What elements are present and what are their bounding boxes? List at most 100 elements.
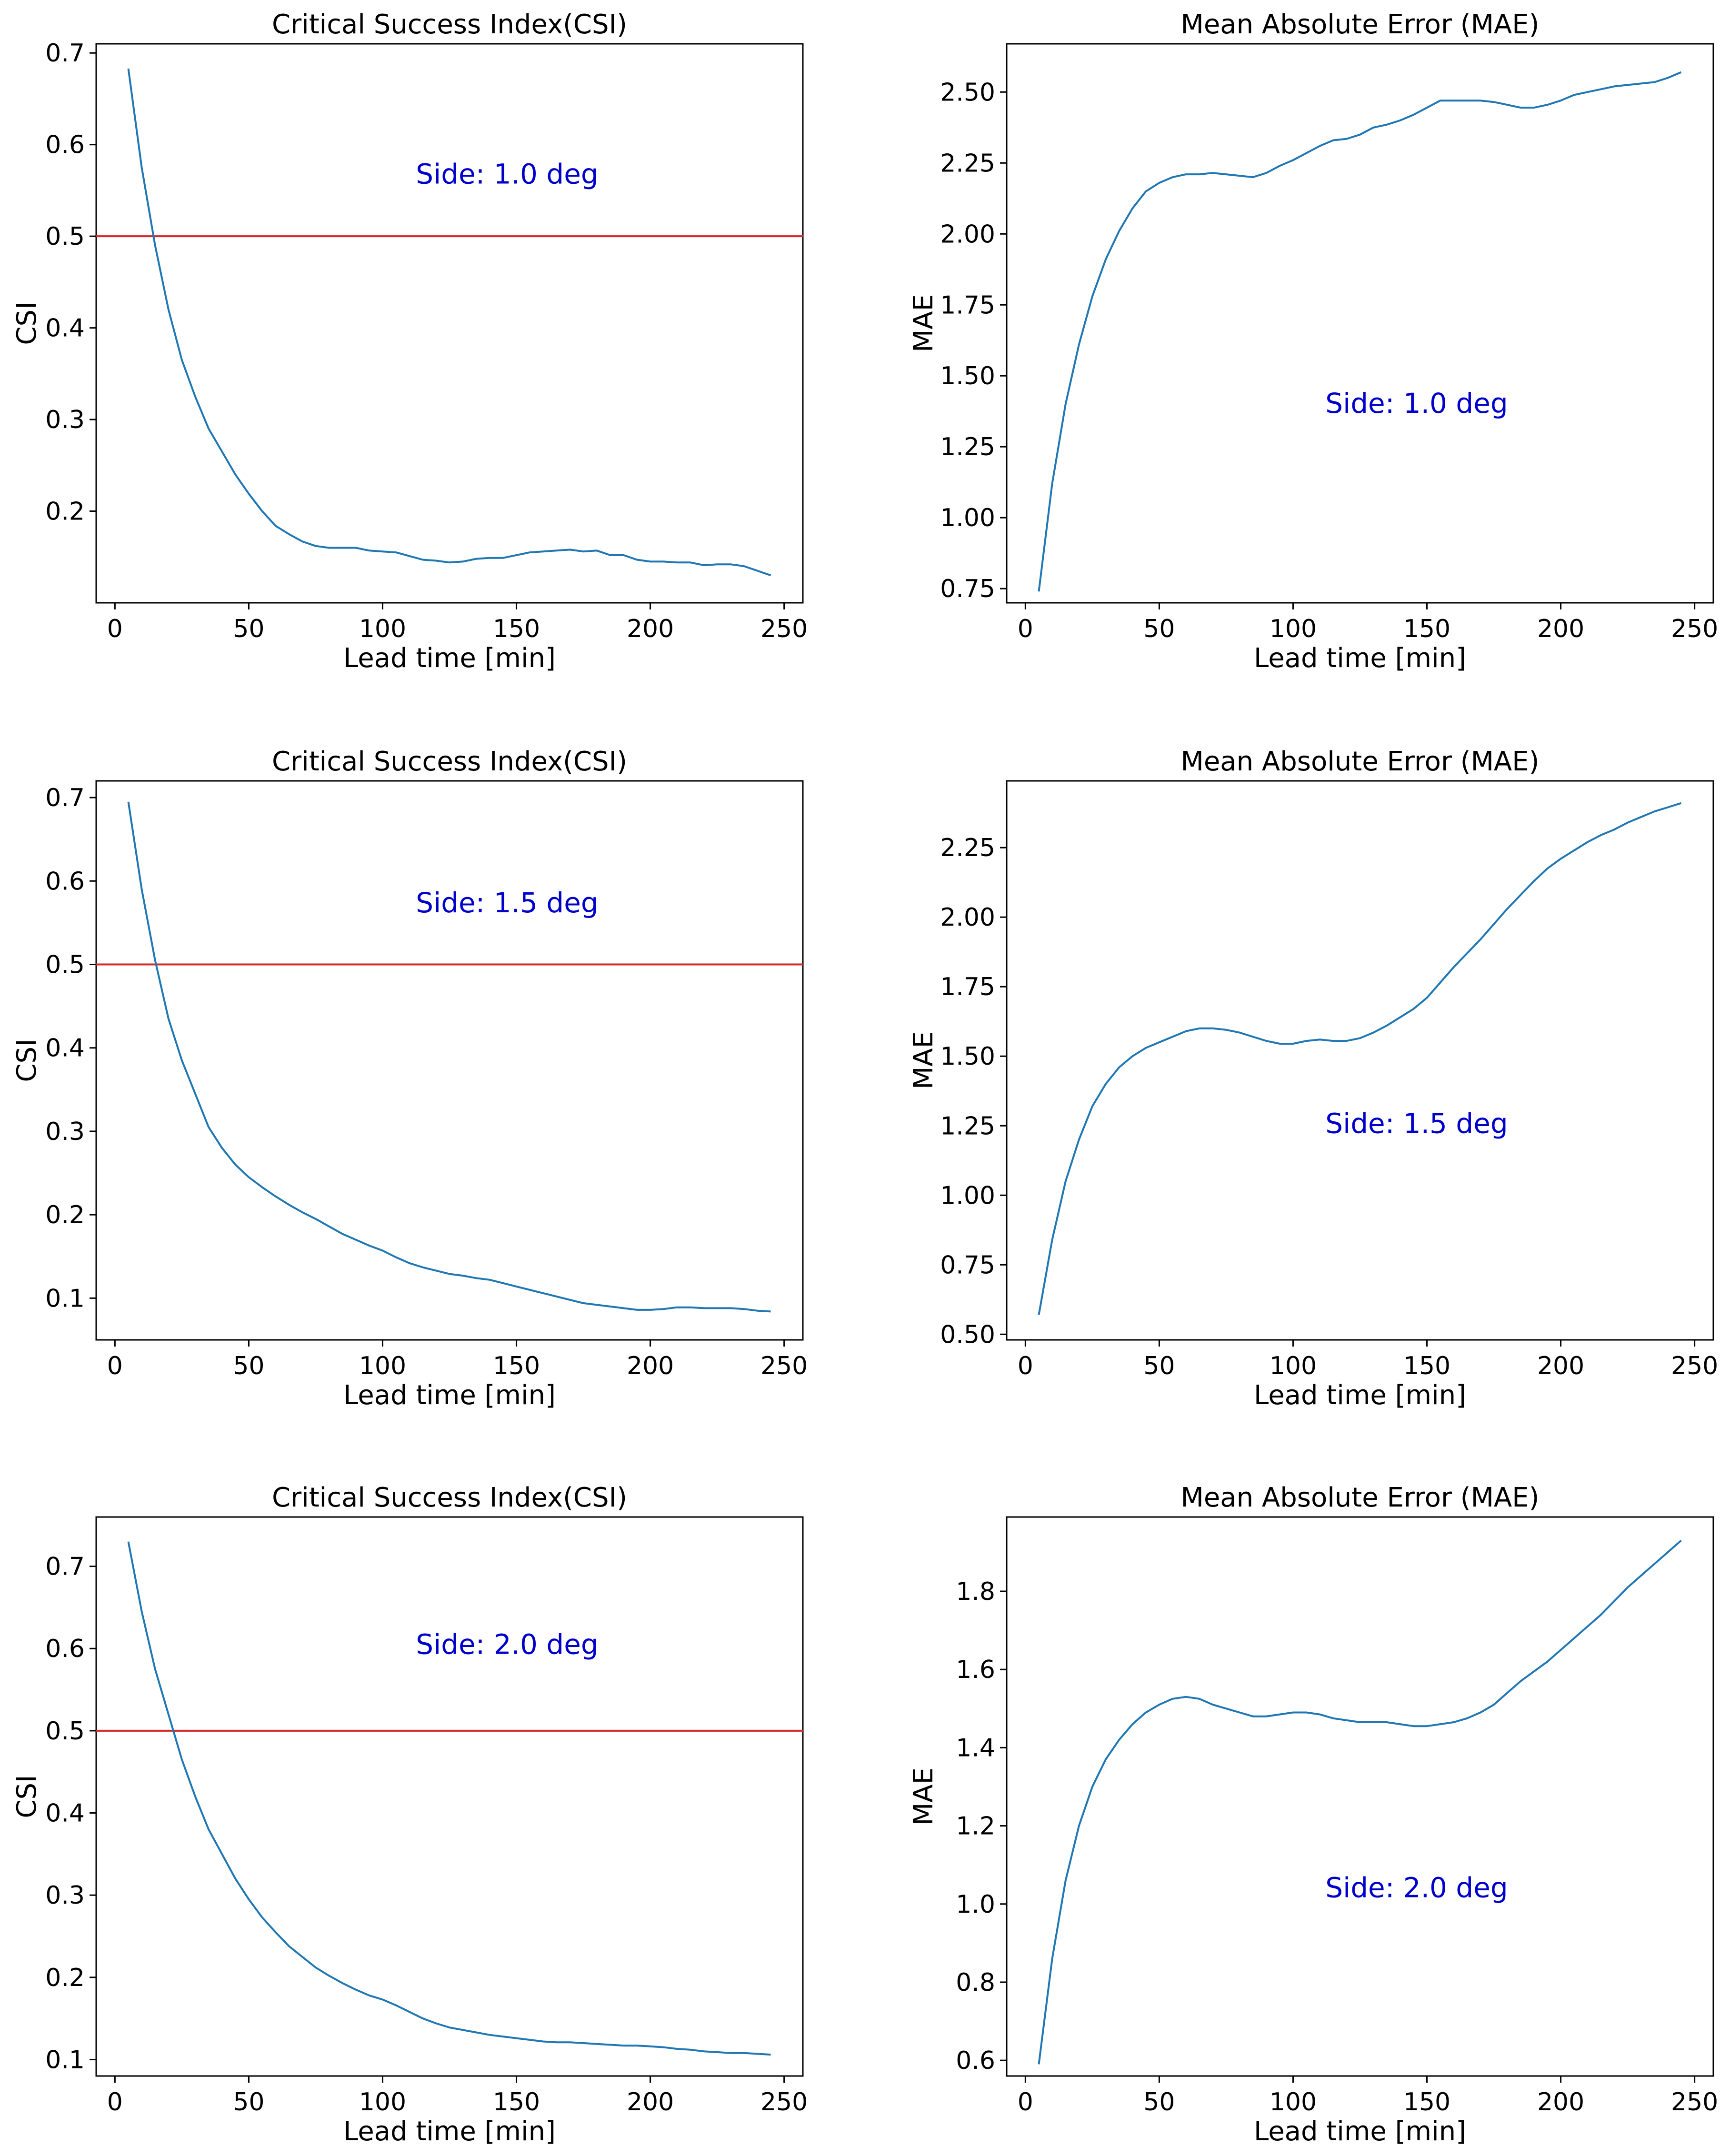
y-tick-label: 2.25 xyxy=(940,149,995,178)
y-tick-label: 1.50 xyxy=(940,1042,995,1071)
y-tick-label: 2.00 xyxy=(940,220,995,249)
x-tick-label: 200 xyxy=(627,2088,674,2116)
x-tick-label: 50 xyxy=(1143,1352,1175,1380)
y-tick-label: 2.25 xyxy=(940,834,995,862)
x-tick-label: 0 xyxy=(1018,615,1033,643)
x-tick-label: 100 xyxy=(359,1352,406,1380)
x-tick-label: 0 xyxy=(107,1352,123,1380)
y-tick-label: 1.8 xyxy=(956,1577,995,1606)
y-axis-label: CSI xyxy=(11,1775,42,1818)
x-tick-label: 100 xyxy=(1270,1352,1317,1380)
x-tick-label: 50 xyxy=(1143,615,1175,643)
y-tick-label: 1.6 xyxy=(956,1656,995,1684)
y-tick-label: 0.5 xyxy=(45,1717,85,1746)
y-axis-label: MAE xyxy=(908,1031,939,1089)
x-axis-label: Lead time [min] xyxy=(343,643,556,674)
y-tick-label: 0.7 xyxy=(45,1553,85,1581)
x-tick-label: 100 xyxy=(1270,615,1317,643)
y-tick-label: 0.1 xyxy=(45,2046,85,2074)
x-axis-label: Lead time [min] xyxy=(1254,1380,1466,1411)
y-tick-label: 0.75 xyxy=(940,575,995,603)
y-tick-label: 1.4 xyxy=(956,1734,995,1762)
y-tick-label: 0.7 xyxy=(45,39,85,68)
x-tick-label: 50 xyxy=(233,1352,264,1380)
plot-area xyxy=(95,43,804,604)
y-tick-label: 0.6 xyxy=(45,867,85,896)
y-tick-label: 1.75 xyxy=(940,973,995,1001)
x-tick-label: 50 xyxy=(233,615,264,643)
x-axis-label: Lead time [min] xyxy=(1254,643,1466,674)
x-tick-label: 0 xyxy=(107,2088,123,2116)
y-tick-label: 2.00 xyxy=(940,903,995,932)
x-tick-label: 100 xyxy=(359,615,406,643)
x-tick-label: 150 xyxy=(1403,615,1450,643)
chart-panel-mae-2-0: Mean Absolute Error (MAE) 0 50 100 150 200 250… xyxy=(908,1482,1718,2147)
y-tick-label: 0.2 xyxy=(45,1201,85,1229)
y-tick-label: 1.75 xyxy=(940,291,995,319)
y-tick-label: 1.25 xyxy=(940,433,995,461)
y-axis-label: CSI xyxy=(11,301,42,345)
y-tick-label: 0.3 xyxy=(45,1881,85,1910)
y-tick-label: 0.3 xyxy=(45,1118,85,1146)
y-axis-label: MAE xyxy=(908,1767,939,1826)
x-tick-label: 250 xyxy=(1671,1352,1718,1380)
x-tick-label: 150 xyxy=(493,1352,540,1380)
y-tick-label: 0.4 xyxy=(45,1799,85,1828)
plot-area xyxy=(95,780,804,1341)
series-line-mae xyxy=(1038,1539,1682,2065)
y-axis-label: MAE xyxy=(908,294,939,352)
x-axis-label: Lead time [min] xyxy=(343,1380,556,1411)
chart-title: Mean Absolute Error (MAE) xyxy=(1181,1482,1540,1513)
y-tick-label: 1.0 xyxy=(956,1890,995,1919)
chart-panel-csi-2-0: Critical Success Index(CSI) 0 50 100 150 200 2… xyxy=(11,1482,808,2147)
y-tick-label: 0.2 xyxy=(45,498,85,526)
x-tick-label: 50 xyxy=(1143,2088,1175,2116)
series-line-csi xyxy=(127,1541,771,2056)
x-tick-label: 50 xyxy=(233,2088,264,2116)
chart-title: Mean Absolute Error (MAE) xyxy=(1181,746,1540,777)
series-line-mae xyxy=(1038,71,1682,592)
y-tick-label: 0.5 xyxy=(45,950,85,979)
side-annotation: Side: 1.0 deg xyxy=(416,158,598,190)
side-annotation: Side: 1.0 deg xyxy=(1325,387,1508,419)
x-tick-label: 0 xyxy=(107,615,123,643)
x-tick-label: 200 xyxy=(1537,1352,1584,1380)
x-axis-label: Lead time [min] xyxy=(343,2116,556,2147)
y-tick-label: 1.00 xyxy=(940,504,995,532)
x-tick-label: 150 xyxy=(493,615,540,643)
x-tick-label: 200 xyxy=(627,1352,674,1380)
y-tick-label: 0.1 xyxy=(45,1284,85,1313)
y-tick-label: 0.2 xyxy=(45,1964,85,1992)
x-tick-label: 150 xyxy=(1403,1352,1450,1380)
x-tick-label: 100 xyxy=(359,2088,406,2116)
chart-title: Critical Success Index(CSI) xyxy=(272,1482,627,1513)
plot-area xyxy=(1006,780,1714,1341)
y-tick-label: 1.2 xyxy=(956,1812,995,1841)
y-tick-label: 0.4 xyxy=(45,1034,85,1063)
y-tick-label: 1.50 xyxy=(940,362,995,390)
x-tick-label: 250 xyxy=(1671,2088,1718,2116)
chart-title: Critical Success Index(CSI) xyxy=(272,9,627,40)
y-tick-label: 0.6 xyxy=(45,131,85,160)
plot-area xyxy=(1006,1516,1714,2077)
x-tick-label: 250 xyxy=(1671,615,1718,643)
y-tick-label: 0.8 xyxy=(956,1968,995,1997)
y-tick-label: 0.7 xyxy=(45,784,85,812)
y-tick-label: 1.00 xyxy=(940,1181,995,1210)
x-tick-label: 250 xyxy=(760,615,808,643)
y-tick-label: 0.6 xyxy=(45,1635,85,1663)
series-line-csi xyxy=(127,68,771,577)
chart-panel-mae-1-5: Mean Absolute Error (MAE) 0 50 100 150 200 250… xyxy=(908,746,1718,1411)
plot-area xyxy=(95,1516,804,2077)
y-tick-label: 1.25 xyxy=(940,1112,995,1140)
chart-panel-csi-1-0: Critical Success Index(CSI) 0 50 100 150 200 2… xyxy=(11,9,808,674)
y-tick-label: 2.50 xyxy=(940,78,995,107)
y-tick-label: 0.3 xyxy=(45,406,85,434)
plot-area xyxy=(1006,43,1714,604)
side-annotation: Side: 1.5 deg xyxy=(1325,1108,1508,1140)
x-tick-label: 250 xyxy=(760,1352,808,1380)
x-tick-label: 200 xyxy=(1537,2088,1584,2116)
x-tick-label: 150 xyxy=(493,2088,540,2116)
y-tick-label: 0.4 xyxy=(45,314,85,343)
side-annotation: Side: 1.5 deg xyxy=(416,887,598,919)
